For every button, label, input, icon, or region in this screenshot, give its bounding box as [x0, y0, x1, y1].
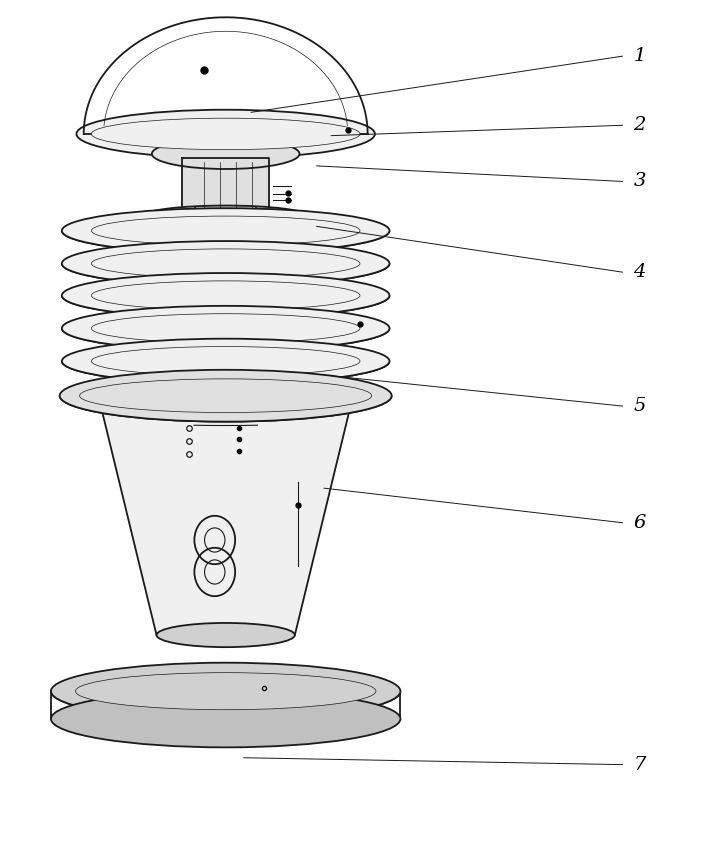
Text: 2: 2 [633, 117, 646, 134]
Ellipse shape [62, 339, 389, 384]
Ellipse shape [92, 249, 360, 278]
Ellipse shape [157, 623, 295, 647]
Ellipse shape [92, 346, 360, 376]
Ellipse shape [76, 673, 376, 709]
Ellipse shape [92, 118, 360, 149]
Text: 3: 3 [633, 173, 646, 190]
Polygon shape [182, 158, 269, 216]
Ellipse shape [51, 690, 400, 747]
Text: 6: 6 [633, 514, 646, 531]
Polygon shape [168, 289, 185, 322]
Polygon shape [168, 257, 185, 290]
Ellipse shape [92, 314, 360, 343]
Text: 5: 5 [633, 397, 646, 415]
Ellipse shape [79, 378, 372, 413]
Ellipse shape [98, 380, 353, 411]
Polygon shape [168, 224, 185, 257]
Ellipse shape [143, 206, 308, 226]
Polygon shape [98, 396, 353, 635]
Text: 7: 7 [633, 756, 646, 773]
Ellipse shape [62, 306, 389, 351]
Ellipse shape [60, 370, 392, 422]
Ellipse shape [92, 281, 360, 310]
Ellipse shape [92, 216, 360, 245]
Text: 4: 4 [633, 264, 646, 281]
Text: 1: 1 [633, 48, 646, 65]
Polygon shape [84, 17, 368, 134]
Polygon shape [195, 208, 256, 384]
Ellipse shape [51, 663, 400, 720]
Polygon shape [168, 321, 185, 355]
Ellipse shape [62, 241, 389, 286]
Ellipse shape [152, 138, 299, 169]
Ellipse shape [62, 208, 389, 253]
Ellipse shape [62, 273, 389, 318]
Ellipse shape [76, 110, 375, 158]
Polygon shape [168, 354, 185, 388]
